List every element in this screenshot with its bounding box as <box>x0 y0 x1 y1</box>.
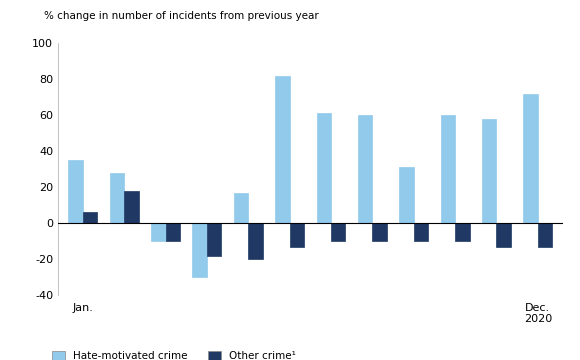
Bar <box>124 191 139 223</box>
Bar <box>207 223 222 256</box>
Bar <box>275 76 289 223</box>
Bar <box>248 223 263 259</box>
Bar <box>234 193 248 223</box>
Bar <box>372 223 387 241</box>
Bar <box>151 223 165 241</box>
Bar <box>496 223 511 247</box>
Bar <box>317 113 331 223</box>
Bar <box>414 223 428 241</box>
Bar <box>68 160 83 223</box>
Bar <box>441 115 455 223</box>
Bar <box>399 167 414 223</box>
Bar <box>455 223 470 241</box>
Legend: Hate-motivated crime, Other crime¹: Hate-motivated crime, Other crime¹ <box>48 347 300 360</box>
Bar <box>538 223 552 247</box>
Bar <box>110 173 124 223</box>
Bar <box>482 119 496 223</box>
Bar <box>358 115 372 223</box>
Bar <box>331 223 346 241</box>
Bar <box>523 94 538 223</box>
Bar <box>165 223 180 241</box>
Bar <box>83 212 97 223</box>
Text: % change in number of incidents from previous year: % change in number of incidents from pre… <box>44 11 318 21</box>
Bar <box>289 223 304 247</box>
Bar <box>193 223 207 277</box>
